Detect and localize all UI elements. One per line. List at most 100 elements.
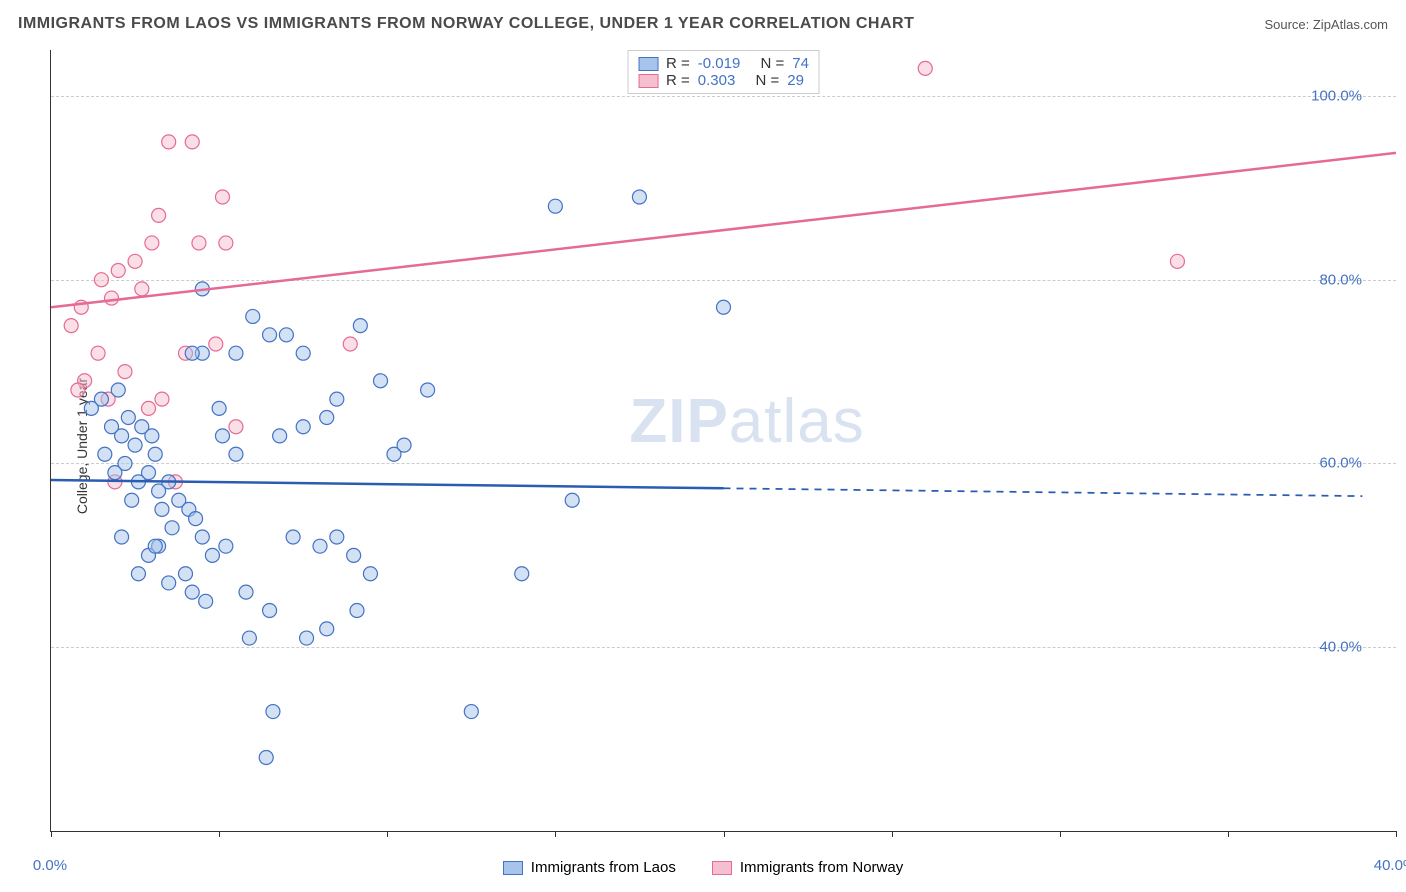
data-point <box>179 567 193 581</box>
x-tick <box>1396 831 1397 837</box>
data-point <box>185 585 199 599</box>
data-point <box>115 429 129 443</box>
data-point <box>239 585 253 599</box>
data-point <box>71 383 85 397</box>
data-point <box>64 319 78 333</box>
data-point <box>246 309 260 323</box>
data-point <box>108 466 122 480</box>
data-point <box>266 705 280 719</box>
data-point <box>165 521 179 535</box>
series-swatch <box>638 74 658 88</box>
data-point <box>199 594 213 608</box>
r-label: R = <box>666 72 690 89</box>
n-label: N = <box>761 55 785 72</box>
trend-line-dashed <box>724 488 1363 496</box>
x-tick <box>555 831 556 837</box>
data-point <box>279 328 293 342</box>
series-swatch <box>503 861 523 875</box>
trend-line <box>51 153 1396 307</box>
data-point <box>205 548 219 562</box>
data-point <box>98 447 112 461</box>
legend-stats-row: R = -0.019 N = 74 <box>638 55 809 72</box>
data-point <box>363 567 377 581</box>
chart-container: ZIPatlas R = -0.019 N = 74 R = 0.303 N =… <box>50 50 1396 832</box>
x-tick <box>387 831 388 837</box>
r-value: -0.019 <box>698 55 741 72</box>
x-tick <box>724 831 725 837</box>
r-label: R = <box>666 55 690 72</box>
data-point <box>135 282 149 296</box>
data-point <box>125 493 139 507</box>
legend-item: Immigrants from Laos <box>503 859 676 876</box>
plot-area: ZIPatlas R = -0.019 N = 74 R = 0.303 N =… <box>50 50 1396 832</box>
data-point <box>347 548 361 562</box>
data-point <box>219 539 233 553</box>
legend-stats-row: R = 0.303 N = 29 <box>638 72 809 89</box>
x-tick <box>1228 831 1229 837</box>
data-point <box>162 135 176 149</box>
data-point <box>397 438 411 452</box>
data-point <box>313 539 327 553</box>
data-point <box>229 420 243 434</box>
data-point <box>263 328 277 342</box>
data-point <box>142 401 156 415</box>
data-point <box>152 484 166 498</box>
data-point <box>155 502 169 516</box>
data-point <box>374 374 388 388</box>
plot-svg <box>51 50 1396 831</box>
data-point <box>330 530 344 544</box>
legend-stats: R = -0.019 N = 74 R = 0.303 N = 29 <box>627 50 820 94</box>
x-tick <box>892 831 893 837</box>
x-tick <box>1060 831 1061 837</box>
data-point <box>155 392 169 406</box>
data-point <box>94 273 108 287</box>
data-point <box>128 254 142 268</box>
data-point <box>632 190 646 204</box>
data-point <box>145 236 159 250</box>
n-value: 29 <box>787 72 804 89</box>
data-point <box>229 447 243 461</box>
trend-line <box>51 480 724 488</box>
data-point <box>91 346 105 360</box>
data-point <box>185 135 199 149</box>
data-point <box>118 365 132 379</box>
chart-title: IMMIGRANTS FROM LAOS VS IMMIGRANTS FROM … <box>18 15 914 33</box>
data-point <box>212 401 226 415</box>
data-point <box>565 493 579 507</box>
data-point <box>131 567 145 581</box>
data-point <box>192 236 206 250</box>
data-point <box>215 190 229 204</box>
n-value: 74 <box>792 55 809 72</box>
data-point <box>121 411 135 425</box>
data-point <box>918 61 932 75</box>
legend-series: Immigrants from Laos Immigrants from Nor… <box>0 859 1406 876</box>
data-point <box>162 576 176 590</box>
data-point <box>148 539 162 553</box>
n-label: N = <box>756 72 780 89</box>
data-point <box>84 401 98 415</box>
data-point <box>195 530 209 544</box>
data-point <box>152 208 166 222</box>
data-point <box>111 383 125 397</box>
data-point <box>259 750 273 764</box>
source-label: Source: ZipAtlas.com <box>1264 17 1388 32</box>
data-point <box>296 420 310 434</box>
data-point <box>515 567 529 581</box>
data-point <box>717 300 731 314</box>
series-swatch <box>638 57 658 71</box>
legend-item: Immigrants from Norway <box>712 859 903 876</box>
data-point <box>115 530 129 544</box>
data-point <box>343 337 357 351</box>
data-point <box>145 429 159 443</box>
x-tick <box>51 831 52 837</box>
data-point <box>209 337 223 351</box>
x-tick <box>219 831 220 837</box>
data-point <box>229 346 243 360</box>
series-swatch <box>712 861 732 875</box>
data-point <box>1170 254 1184 268</box>
r-value: 0.303 <box>698 72 736 89</box>
data-point <box>128 438 142 452</box>
data-point <box>105 291 119 305</box>
data-point <box>286 530 300 544</box>
data-point <box>219 236 233 250</box>
